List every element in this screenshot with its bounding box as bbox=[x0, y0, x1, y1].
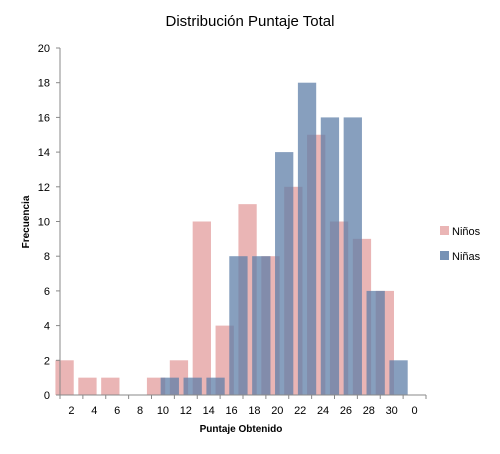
x-tick-label: 2 bbox=[68, 405, 74, 417]
y-axis-title: Frecuencia bbox=[21, 195, 32, 248]
x-axis-title: Puntaje Obtenido bbox=[200, 424, 283, 435]
y-tick-label: 20 bbox=[38, 43, 50, 55]
x-tick-label: 6 bbox=[114, 405, 120, 417]
x-tick-label: 16 bbox=[225, 405, 237, 417]
bars-layer bbox=[55, 82, 408, 396]
y-tick-layer: 0 2 4 6 8 10 12 14 16 18 20 bbox=[38, 43, 60, 402]
bar-ninas-22 bbox=[297, 82, 317, 395]
y-tick-label: 8 bbox=[44, 251, 50, 263]
x-tick-label: 18 bbox=[248, 405, 260, 417]
x-tick-layer: 2 4 6 8 10 12 14 16 18 20 22 24 26 28 30 0 bbox=[59, 395, 427, 417]
x-tick-label: 8 bbox=[137, 405, 143, 417]
y-tick-label: 12 bbox=[38, 182, 50, 194]
x-tick-label: 28 bbox=[363, 405, 375, 417]
legend-label: Niños bbox=[452, 226, 481, 238]
bar-ninas-16 bbox=[229, 256, 248, 395]
y-tick-label: 14 bbox=[38, 147, 50, 159]
bar-ninas-18 bbox=[252, 256, 271, 395]
bar-ninas-30 bbox=[389, 360, 408, 395]
y-tick-label: 10 bbox=[38, 217, 50, 229]
x-tick-label: 10 bbox=[157, 405, 169, 417]
y-tick-label: 0 bbox=[44, 390, 50, 402]
legend: Niños Niñas bbox=[440, 226, 481, 263]
bar-ninos-6 bbox=[101, 377, 120, 395]
y-tick-label: 2 bbox=[44, 355, 50, 367]
bar-ninos-14 bbox=[192, 221, 211, 395]
bar-ninas-10 bbox=[160, 377, 179, 395]
bar-ninas-12 bbox=[183, 377, 202, 395]
legend-swatch bbox=[440, 251, 449, 260]
y-tick-label: 4 bbox=[44, 321, 50, 333]
x-tick-label: 22 bbox=[294, 405, 306, 417]
y-tick-label: 16 bbox=[38, 112, 50, 124]
x-tick-label: 0 bbox=[412, 405, 418, 417]
bar-ninos-10 bbox=[146, 377, 166, 395]
bar-ninas-26 bbox=[343, 117, 362, 396]
x-tick-label: 12 bbox=[180, 405, 192, 417]
x-tick-label: 26 bbox=[340, 405, 352, 417]
legend-swatch bbox=[440, 226, 449, 235]
bar-ninos-2 bbox=[55, 360, 74, 395]
x-tick-label: 20 bbox=[271, 405, 283, 417]
y-tick-label: 18 bbox=[38, 78, 50, 90]
bar-ninas-14 bbox=[206, 377, 225, 395]
bar-ninas-24 bbox=[320, 117, 340, 396]
x-tick-label: 4 bbox=[91, 405, 97, 417]
x-tick-label: 30 bbox=[386, 405, 398, 417]
bar-ninos-4 bbox=[78, 377, 97, 395]
bar-ninas-28 bbox=[366, 290, 385, 395]
chart-title: Distribución Puntaje Total bbox=[166, 13, 335, 30]
y-tick-label: 6 bbox=[44, 286, 50, 298]
legend-label: Niñas bbox=[452, 251, 481, 263]
bar-ninas-20 bbox=[275, 152, 294, 395]
x-tick-label: 24 bbox=[317, 405, 329, 417]
x-tick-label: 14 bbox=[203, 405, 215, 417]
